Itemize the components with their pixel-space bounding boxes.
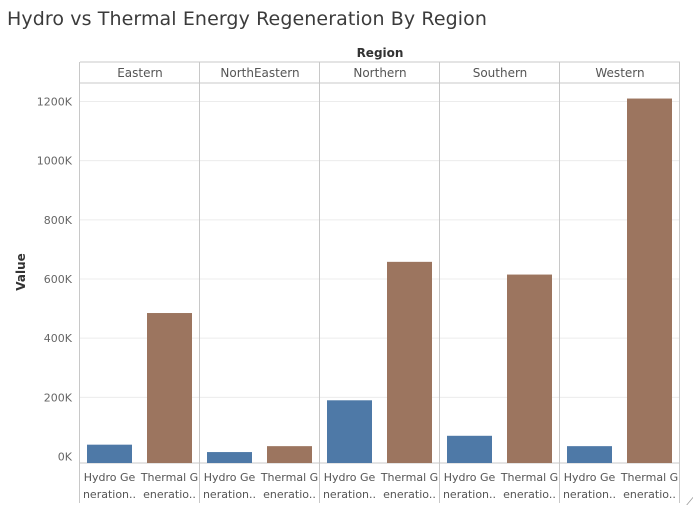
y-axis-label: Value bbox=[14, 253, 28, 291]
y-tick-label: 1200K bbox=[37, 96, 73, 109]
category-label: neration.. bbox=[323, 488, 376, 501]
labels: Region Value 0K 200K 400K 600K 800K 1000K 1200K E… bbox=[14, 46, 678, 501]
category-label: Thermal G bbox=[620, 471, 678, 484]
category-label: Thermal G bbox=[380, 471, 438, 484]
bar-northeastern-hydro bbox=[207, 452, 252, 463]
region-header: Western bbox=[595, 66, 644, 80]
category-label: neration.. bbox=[83, 488, 136, 501]
category-label: Thermal G bbox=[260, 471, 318, 484]
bar-northern-hydro bbox=[327, 400, 372, 463]
region-header: Southern bbox=[473, 66, 528, 80]
category-label: eneratio.. bbox=[503, 488, 556, 501]
y-tick-label: 600K bbox=[44, 273, 73, 286]
bar-western-hydro bbox=[567, 446, 612, 463]
category-label: neration.. bbox=[203, 488, 256, 501]
category-label: Thermal G bbox=[140, 471, 198, 484]
category-label: eneratio.. bbox=[263, 488, 316, 501]
category-label: neration.. bbox=[443, 488, 496, 501]
category-label: Hydro Ge bbox=[324, 471, 376, 484]
region-header: NorthEastern bbox=[220, 66, 299, 80]
corner-mark: ⁄ bbox=[689, 495, 691, 508]
bar-northern-thermal bbox=[387, 261, 432, 463]
category-label: eneratio.. bbox=[383, 488, 436, 501]
category-label: neration.. bbox=[563, 488, 616, 501]
y-tick-label: 400K bbox=[44, 332, 73, 345]
bars bbox=[87, 98, 672, 464]
category-label: Hydro Ge bbox=[84, 471, 136, 484]
bar-eastern-hydro bbox=[87, 444, 132, 463]
category-label: Hydro Ge bbox=[444, 471, 496, 484]
region-header: Eastern bbox=[117, 66, 163, 80]
y-tick-label: 0K bbox=[58, 451, 73, 464]
bar-southern-thermal bbox=[507, 274, 552, 463]
category-label: eneratio.. bbox=[143, 488, 196, 501]
region-header: Northern bbox=[353, 66, 406, 80]
y-tick-label: 200K bbox=[44, 391, 73, 404]
chart-title: Hydro vs Thermal Energy Regeneration By … bbox=[7, 8, 488, 30]
bar-northeastern-thermal bbox=[267, 446, 312, 463]
bar-southern-hydro bbox=[447, 435, 492, 463]
bar-western-thermal bbox=[627, 98, 672, 464]
gridlines bbox=[80, 101, 680, 398]
y-tick-label: 800K bbox=[44, 214, 73, 227]
category-label: Hydro Ge bbox=[204, 471, 256, 484]
category-label: Hydro Ge bbox=[564, 471, 616, 484]
category-label: Thermal G bbox=[500, 471, 558, 484]
y-tick-label: 1000K bbox=[37, 155, 73, 168]
category-label: eneratio.. bbox=[623, 488, 676, 501]
bar-eastern-thermal bbox=[147, 313, 192, 463]
column-header: Region bbox=[357, 46, 404, 60]
